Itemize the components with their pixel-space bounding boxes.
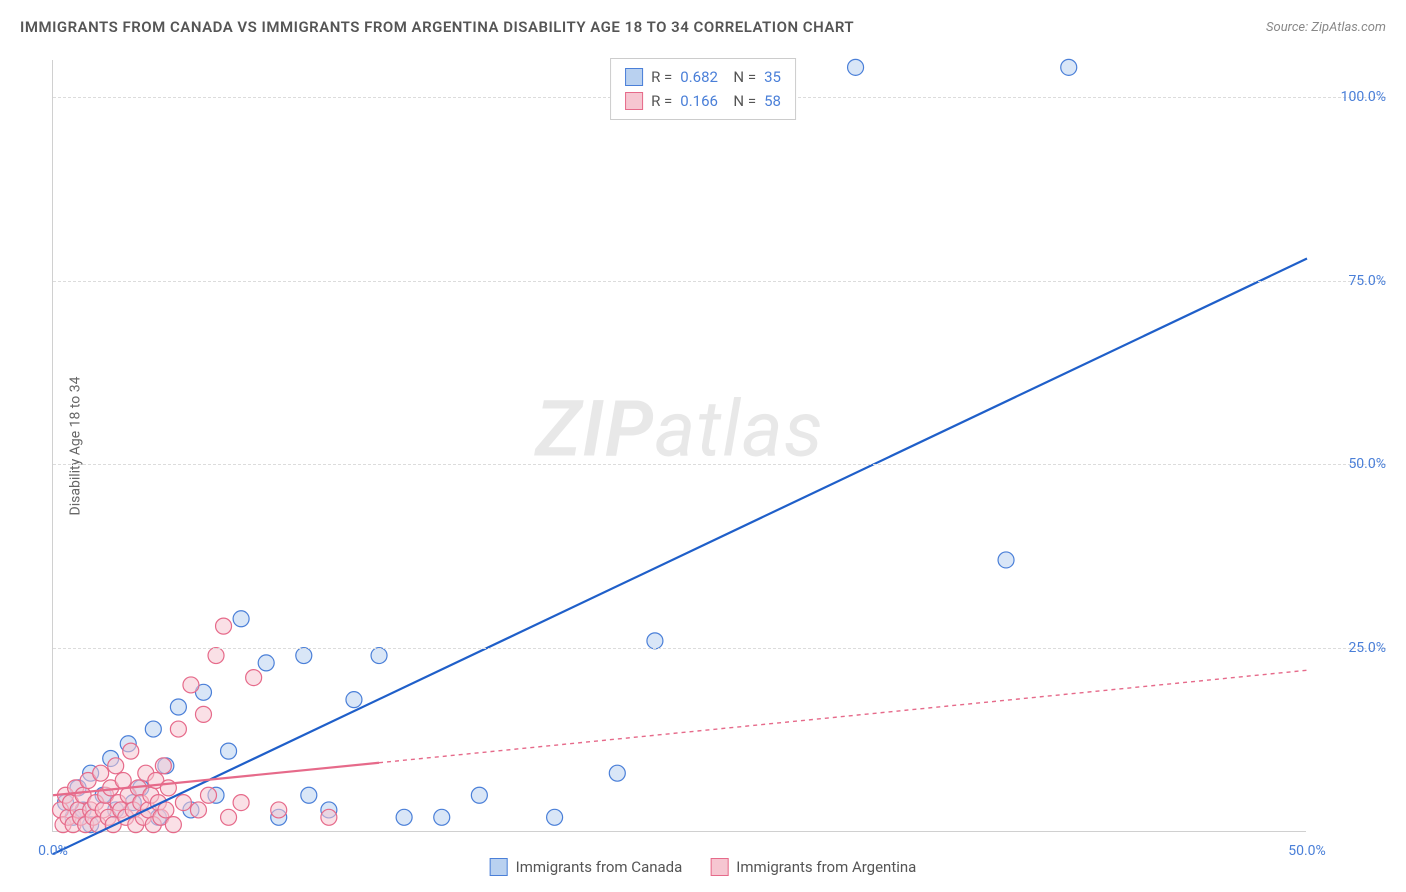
data-point	[200, 787, 216, 803]
data-point	[848, 59, 864, 75]
x-tick-label: 50.0%	[1288, 843, 1326, 859]
y-tick-label: 25.0%	[1316, 640, 1386, 656]
legend-r-label: R =	[651, 89, 672, 113]
y-tick-label: 50.0%	[1316, 456, 1386, 472]
source-attribution: Source: ZipAtlas.com	[1266, 20, 1386, 35]
data-point	[221, 743, 237, 759]
plot-area: ZIPatlas 25.0%50.0%75.0%100.0%0.0%50.0%	[52, 60, 1306, 832]
data-point	[175, 795, 191, 811]
data-point	[108, 758, 124, 774]
legend-swatch	[710, 858, 728, 876]
data-point	[208, 648, 224, 664]
legend-item: Immigrants from Canada	[490, 858, 683, 876]
data-point	[93, 765, 109, 781]
legend-swatch	[490, 858, 508, 876]
data-point	[145, 721, 161, 737]
correlation-legend: R = 0.682 N = 35R = 0.166 N = 58	[610, 58, 796, 120]
data-point	[434, 809, 450, 825]
data-point	[155, 758, 171, 774]
data-point	[170, 721, 186, 737]
gridline	[53, 464, 1386, 465]
data-point	[216, 618, 232, 634]
data-point	[647, 633, 663, 649]
data-point	[271, 802, 287, 818]
chart-container: IMMIGRANTS FROM CANADA VS IMMIGRANTS FRO…	[0, 0, 1406, 892]
data-point	[471, 787, 487, 803]
legend-n-value: 35	[764, 65, 781, 89]
legend-r-value: 0.166	[680, 89, 718, 113]
data-point	[1061, 59, 1077, 75]
gridline	[53, 281, 1386, 282]
legend-row: R = 0.682 N = 35	[625, 65, 781, 89]
legend-n-label: N =	[726, 65, 756, 89]
data-point	[195, 706, 211, 722]
data-point	[547, 809, 563, 825]
legend-n-value: 58	[764, 89, 781, 113]
data-point	[233, 795, 249, 811]
trendline-dashed	[379, 670, 1307, 762]
data-point	[346, 692, 362, 708]
data-point	[123, 743, 139, 759]
data-point	[183, 677, 199, 693]
data-point	[258, 655, 274, 671]
data-point	[115, 773, 131, 789]
data-point	[165, 817, 181, 833]
legend-label: Immigrants from Argentina	[736, 858, 916, 876]
y-tick-label: 100.0%	[1316, 89, 1386, 105]
y-tick-label: 75.0%	[1316, 273, 1386, 289]
legend-r-value: 0.682	[680, 65, 718, 89]
data-point	[321, 809, 337, 825]
data-point	[246, 670, 262, 686]
data-point	[609, 765, 625, 781]
legend-n-label: N =	[726, 89, 756, 113]
data-point	[158, 802, 174, 818]
data-point	[998, 552, 1014, 568]
data-point	[190, 802, 206, 818]
legend-swatch	[625, 92, 643, 110]
data-point	[371, 648, 387, 664]
data-point	[301, 787, 317, 803]
data-point	[221, 809, 237, 825]
legend-swatch	[625, 68, 643, 86]
x-tick-label: 0.0%	[38, 843, 68, 859]
data-point	[296, 648, 312, 664]
legend-r-label: R =	[651, 65, 672, 89]
legend-label: Immigrants from Canada	[516, 858, 683, 876]
data-point	[233, 611, 249, 627]
gridline	[53, 648, 1386, 649]
legend-item: Immigrants from Argentina	[710, 858, 916, 876]
trendline	[53, 259, 1307, 855]
data-point	[396, 809, 412, 825]
data-point	[170, 699, 186, 715]
plot-svg	[53, 60, 1306, 831]
chart-title: IMMIGRANTS FROM CANADA VS IMMIGRANTS FRO…	[20, 18, 854, 36]
series-legend: Immigrants from Canada Immigrants from Ar…	[490, 858, 917, 876]
legend-row: R = 0.166 N = 58	[625, 89, 781, 113]
